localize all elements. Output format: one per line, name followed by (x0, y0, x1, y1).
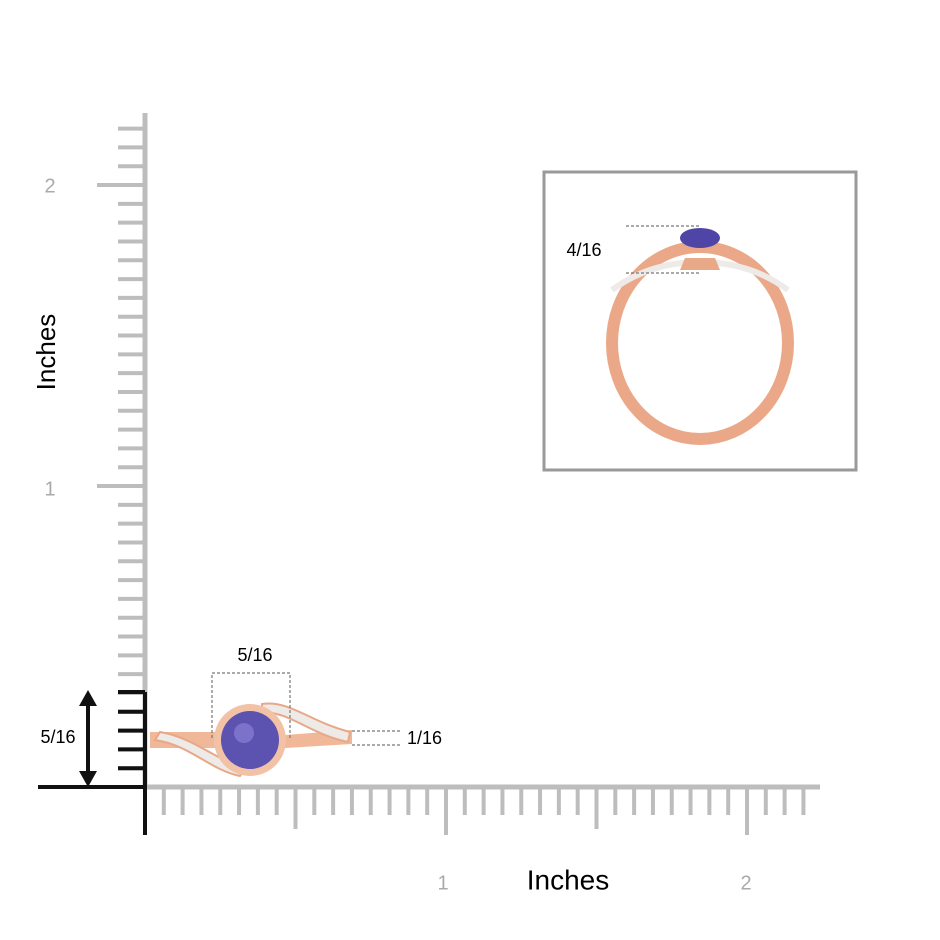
side-view-frame (542, 170, 858, 472)
band-label: 1/16 (407, 728, 442, 748)
x-tick-label: 1 (437, 872, 448, 894)
side-height-label: 4/16 (566, 240, 601, 260)
y-tick-label: 1 (44, 478, 55, 500)
top-view-ring (150, 702, 352, 778)
height-label: 5/16 (40, 727, 75, 747)
width-label: 5/16 (237, 645, 272, 665)
y-axis-label: Inches (31, 314, 61, 391)
x-axis-label: Inches (527, 864, 610, 895)
width-guide (211, 672, 291, 738)
ruler (38, 113, 820, 835)
band-guide (352, 730, 402, 746)
side-height-guide (626, 225, 700, 274)
height-arrow (79, 690, 97, 787)
side-view-ring (606, 228, 794, 445)
y-tick-label: 2 (44, 175, 55, 197)
x-tick-label: 2 (740, 872, 751, 894)
